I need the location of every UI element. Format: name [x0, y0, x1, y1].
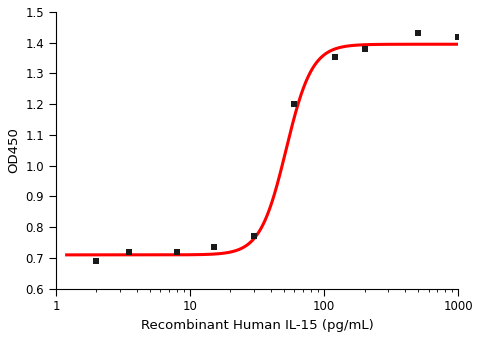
Point — [414, 31, 422, 36]
Point — [290, 101, 298, 107]
Point — [210, 244, 217, 250]
Point — [93, 258, 100, 264]
Point — [360, 46, 368, 52]
Point — [455, 34, 462, 39]
X-axis label: Recombinant Human IL-15 (pg/mL): Recombinant Human IL-15 (pg/mL) — [141, 319, 373, 332]
Point — [173, 249, 181, 255]
Point — [125, 249, 133, 255]
Y-axis label: OD450: OD450 — [7, 127, 20, 173]
Point — [331, 54, 338, 59]
Point — [250, 234, 258, 239]
